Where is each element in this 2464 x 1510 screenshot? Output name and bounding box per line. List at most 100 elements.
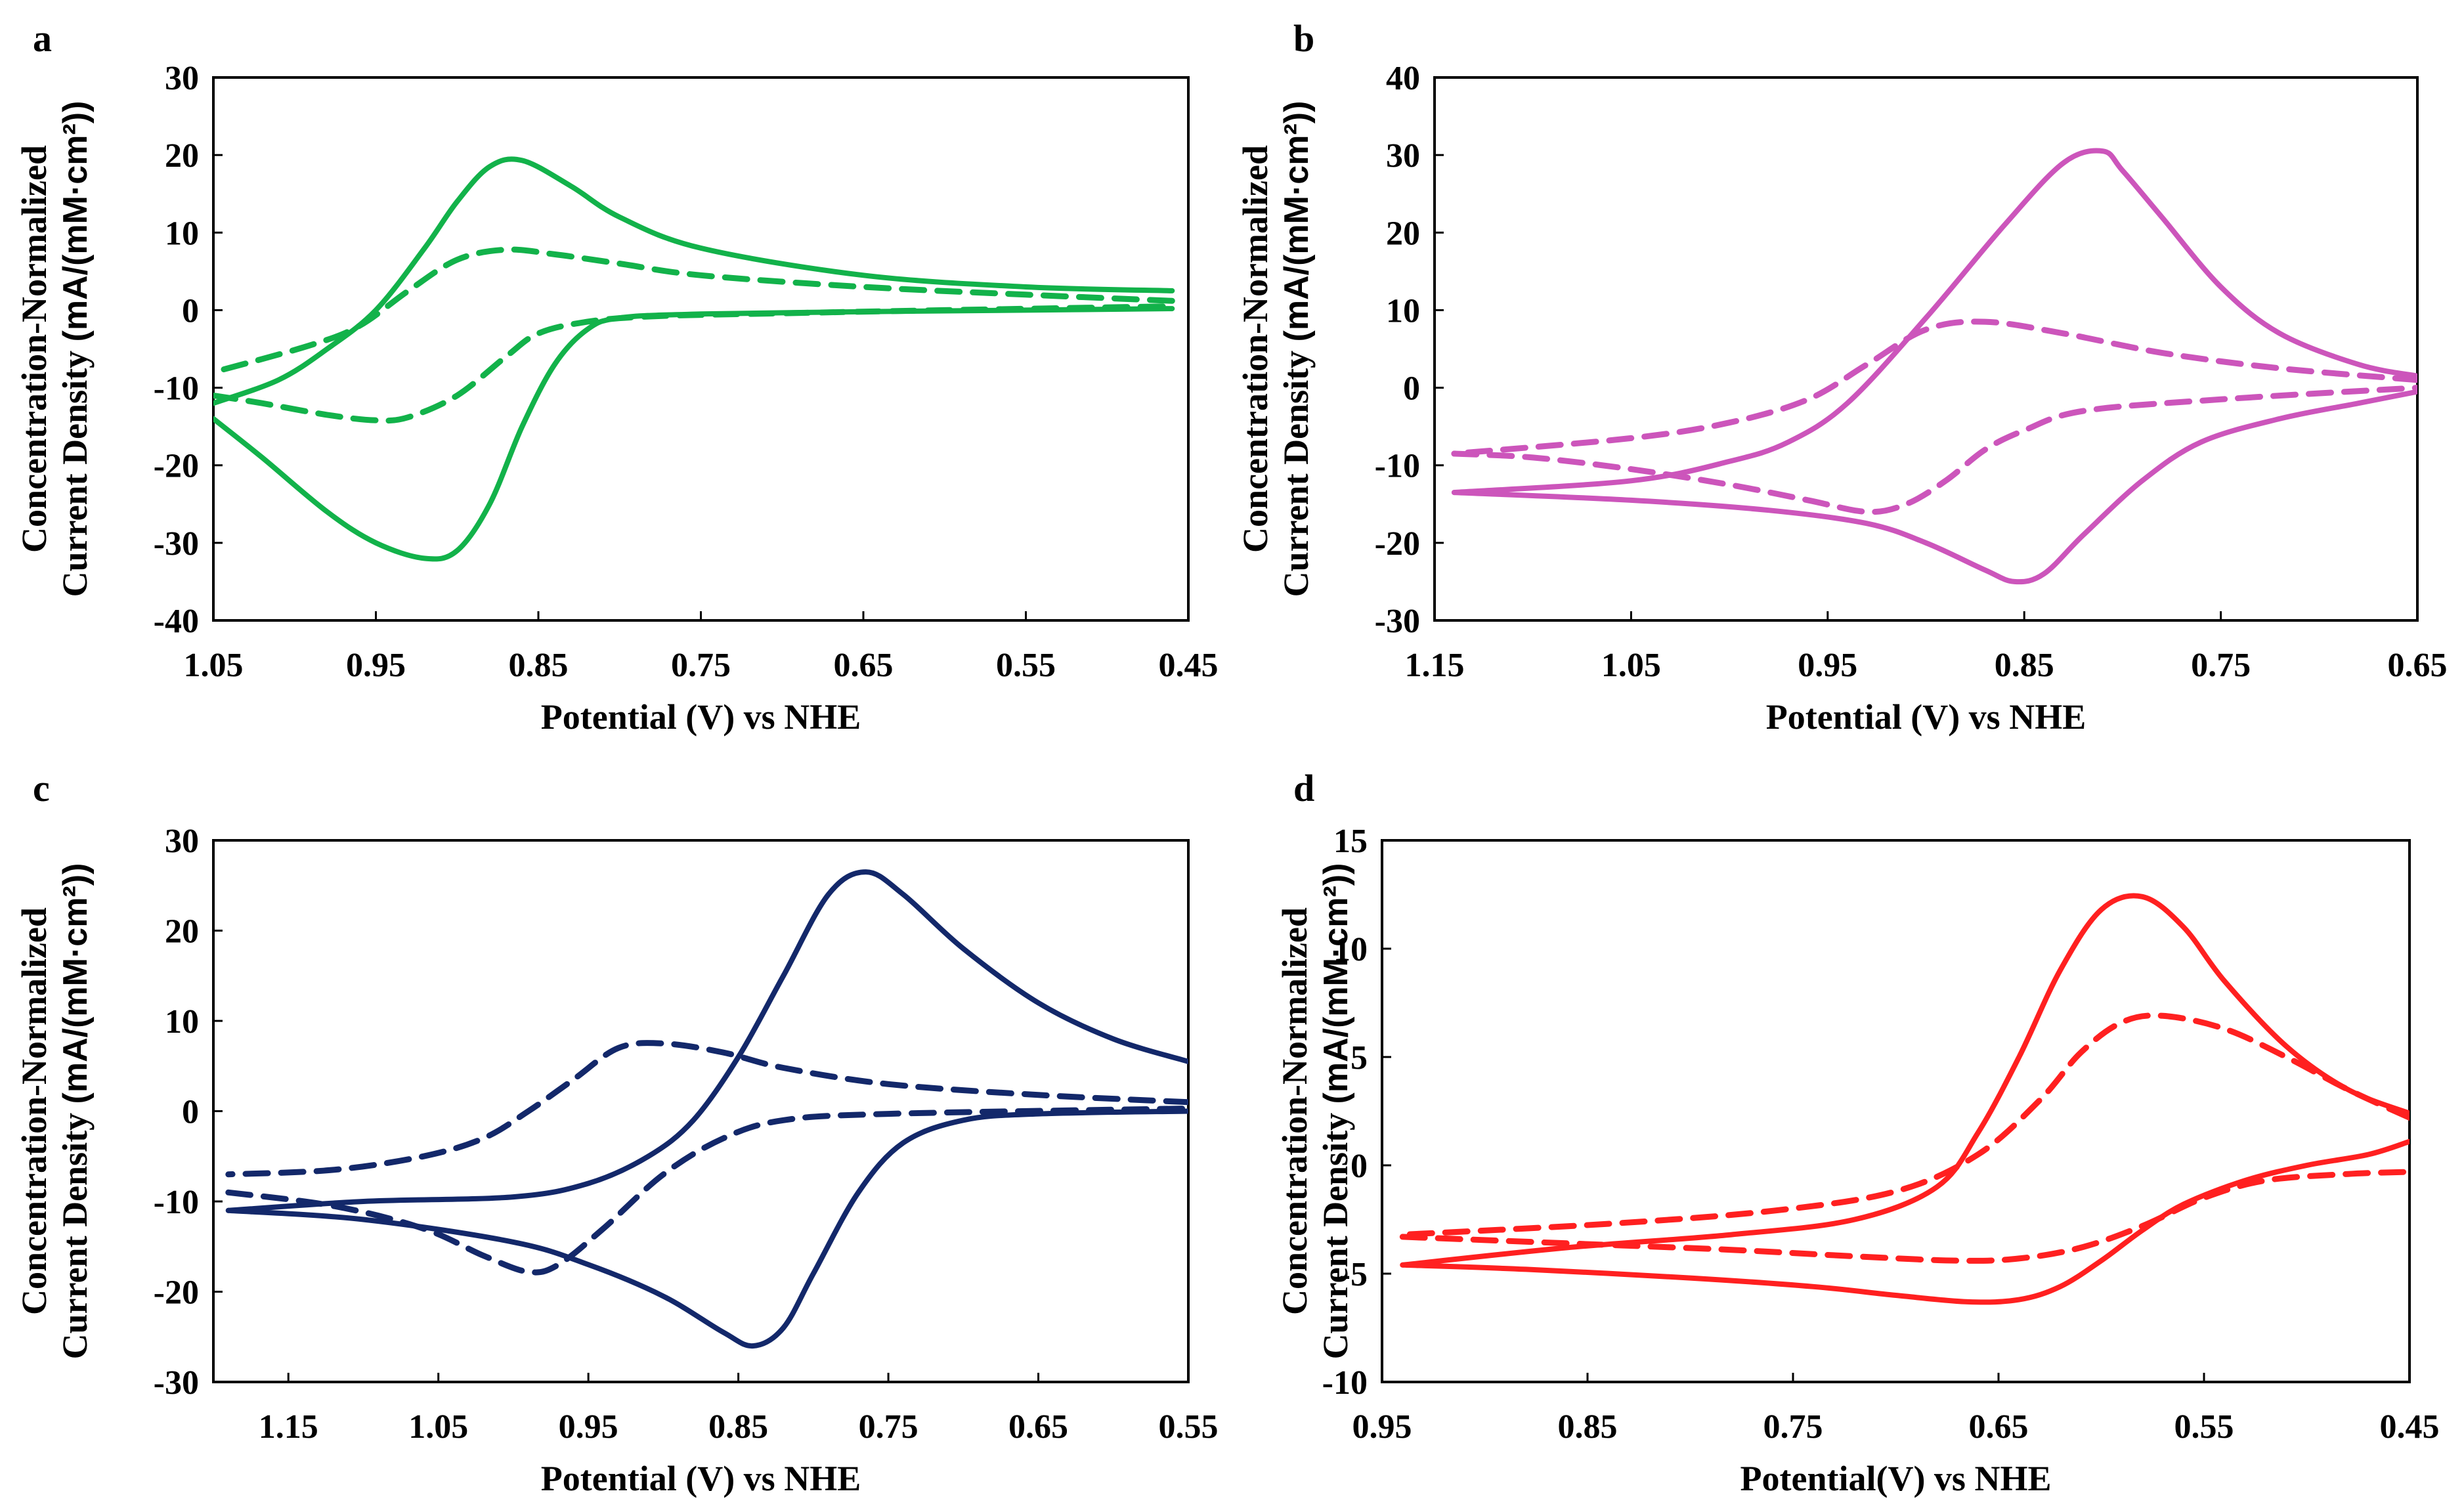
plot-frame	[1381, 839, 2411, 1383]
panel-b: b -30 -20 -10 0 10 20 30 40 1.15 1.05 0.95 0.85 0.75 0…	[1236, 17, 2448, 737]
series-dashed-forward	[1451, 385, 2417, 515]
y-tick-label: -10	[1375, 448, 1420, 485]
x-tick-label: 0.85	[708, 1408, 768, 1446]
y-tick-label: 15	[1333, 823, 1368, 860]
panel-c: c -30 -20 -10 0 10 20 30 1.15 1.05 0.95 0.85 0.75 0.6…	[14, 767, 1219, 1498]
y-axis-title-line2: Current Density (mA/(mM·cm²))	[1316, 863, 1355, 1360]
series-solid-reverse	[1451, 148, 2417, 496]
x-tick-label: 0.85	[509, 647, 569, 684]
x-tick-label: 0.95	[346, 647, 406, 684]
y-axis-title-line2-text: Current Density	[55, 341, 95, 597]
x-axis-title: Potential (V) vs NHE	[541, 1459, 861, 1498]
y-tick-label: 0	[182, 1094, 199, 1131]
x-tick-label: 0.85	[1995, 647, 2054, 684]
x-tick-label: 0.55	[1159, 1408, 1219, 1446]
x-tick-label: 0.75	[859, 1408, 919, 1446]
y-axis-title-line2-text: Current Density	[55, 1104, 95, 1359]
series-dashed-reverse	[1451, 318, 2417, 457]
x-tick-label: 0.45	[2380, 1408, 2440, 1446]
y-tick-label: 30	[1386, 137, 1420, 175]
x-tick-label: 0.55	[996, 647, 1056, 684]
y-tick-label: -20	[154, 1274, 199, 1312]
y-tick-label: 20	[165, 913, 199, 951]
x-tick-label: 0.65	[834, 647, 894, 684]
series-solid-reverse	[1400, 893, 2410, 1268]
x-tick-label: 0.75	[1763, 1408, 1823, 1446]
series-solid-forward	[1451, 389, 2417, 585]
y-tick-label: -10	[1322, 1364, 1368, 1402]
x-tick-label: 0.85	[1558, 1408, 1618, 1446]
y-axis-title-line2: Current Density (mA/(mM·cm²))	[55, 101, 95, 597]
panel-a: a -40 -30 -20 -10 0 10 20 30 1.05 0.95 0.85 0.75 0.65…	[14, 17, 1219, 737]
panel-label-a: a	[33, 17, 52, 60]
x-tick-label: 1.15	[259, 1408, 318, 1446]
x-tick-label: 0.65	[1969, 1408, 2029, 1446]
plot-frame	[212, 76, 1190, 622]
y-axis-title-line1: Concentration-Normalized	[14, 145, 54, 553]
series-solid-forward	[213, 306, 1175, 562]
x-tick-label: 1.15	[1405, 647, 1465, 684]
x-tick-label: 0.75	[671, 647, 731, 684]
x-tick-label: 1.05	[184, 647, 244, 684]
panel-d: d -10 -5 0 5 10 15 0.95 0.85 0.75 0.65 0.55 0.45 Pote…	[1275, 767, 2440, 1498]
y-tick-label: -40	[154, 603, 199, 640]
series-solid-forward	[225, 1108, 1188, 1349]
x-tick-label: 0.95	[1798, 647, 1857, 684]
y-tick-label: -20	[154, 448, 199, 485]
x-axis-title: Potential (V) vs NHE	[541, 697, 861, 737]
series-solid-forward	[1400, 1138, 2410, 1305]
series-dashed-reverse	[1399, 1012, 2410, 1238]
y-tick-label: -20	[1375, 525, 1420, 563]
x-tick-label: 0.55	[2174, 1408, 2234, 1446]
y-axis-title-units: (mA/(mM·cm²))	[56, 101, 95, 342]
y-axis-title-line2: Current Density (mA/(mM·cm²))	[1276, 101, 1316, 597]
y-axis-title-line2: Current Density (mA/(mM·cm²))	[55, 863, 95, 1360]
x-tick-label: 1.05	[1601, 647, 1661, 684]
y-tick-label: -10	[154, 370, 199, 408]
y-tick-label: 5	[1351, 1039, 1368, 1077]
y-tick-label: -10	[154, 1184, 199, 1221]
y-tick-label: 10	[1333, 931, 1368, 968]
y-axis-title-units: (mA/(mM·cm²))	[1278, 101, 1316, 342]
y-tick-label: 10	[165, 1003, 199, 1041]
series-solid-reverse	[213, 156, 1175, 406]
panel-label-c: c	[33, 767, 50, 809]
y-axis-title-line1: Concentration-Normalized	[1275, 907, 1314, 1315]
series-dashed-reverse	[213, 246, 1175, 376]
plot-frame	[1433, 76, 2419, 622]
y-axis-title-units: (mA/(mM·cm²))	[1317, 863, 1355, 1104]
y-tick-label: 40	[1386, 60, 1420, 97]
series-solid-reverse	[225, 869, 1188, 1213]
series-dashed-forward	[1399, 1169, 2410, 1264]
series-dashed-forward	[213, 303, 1175, 424]
y-tick-label: -30	[154, 525, 199, 563]
x-tick-label: 0.45	[1159, 647, 1219, 684]
panel-label-b: b	[1293, 17, 1314, 60]
y-tick-label: 10	[165, 215, 199, 252]
x-tick-label: 0.75	[2191, 647, 2251, 684]
series-dashed-forward	[225, 1105, 1188, 1276]
x-tick-label: 0.95	[1352, 1408, 1412, 1446]
y-tick-label: 0	[182, 292, 199, 330]
series-dashed-reverse	[225, 1040, 1188, 1178]
y-tick-label: 0	[1351, 1148, 1368, 1185]
y-tick-label: 30	[165, 60, 199, 97]
x-axis-title: Potential(V) vs NHE	[1740, 1459, 2052, 1498]
y-axis-title-line2-text: Current Density	[1316, 1104, 1355, 1359]
y-tick-label: 20	[1386, 215, 1420, 252]
y-tick-label: 20	[165, 137, 199, 175]
y-axis-title-line1: Concentration-Normalized	[14, 907, 54, 1315]
x-tick-label: 0.65	[1008, 1408, 1068, 1446]
x-tick-label: 1.05	[408, 1408, 468, 1446]
y-axis-title-line2-text: Current Density	[1276, 341, 1316, 597]
y-axis-title-line1: Concentration-Normalized	[1236, 145, 1275, 553]
y-tick-label: 30	[165, 823, 199, 860]
panel-label-d: d	[1293, 767, 1314, 809]
y-axis-title-units: (mA/(mM·cm²))	[56, 863, 95, 1104]
x-axis-title: Potential (V) vs NHE	[1766, 697, 2086, 737]
y-tick-label: -30	[154, 1364, 199, 1402]
y-tick-label: -5	[1339, 1256, 1368, 1293]
x-tick-label: 0.65	[2388, 647, 2448, 684]
